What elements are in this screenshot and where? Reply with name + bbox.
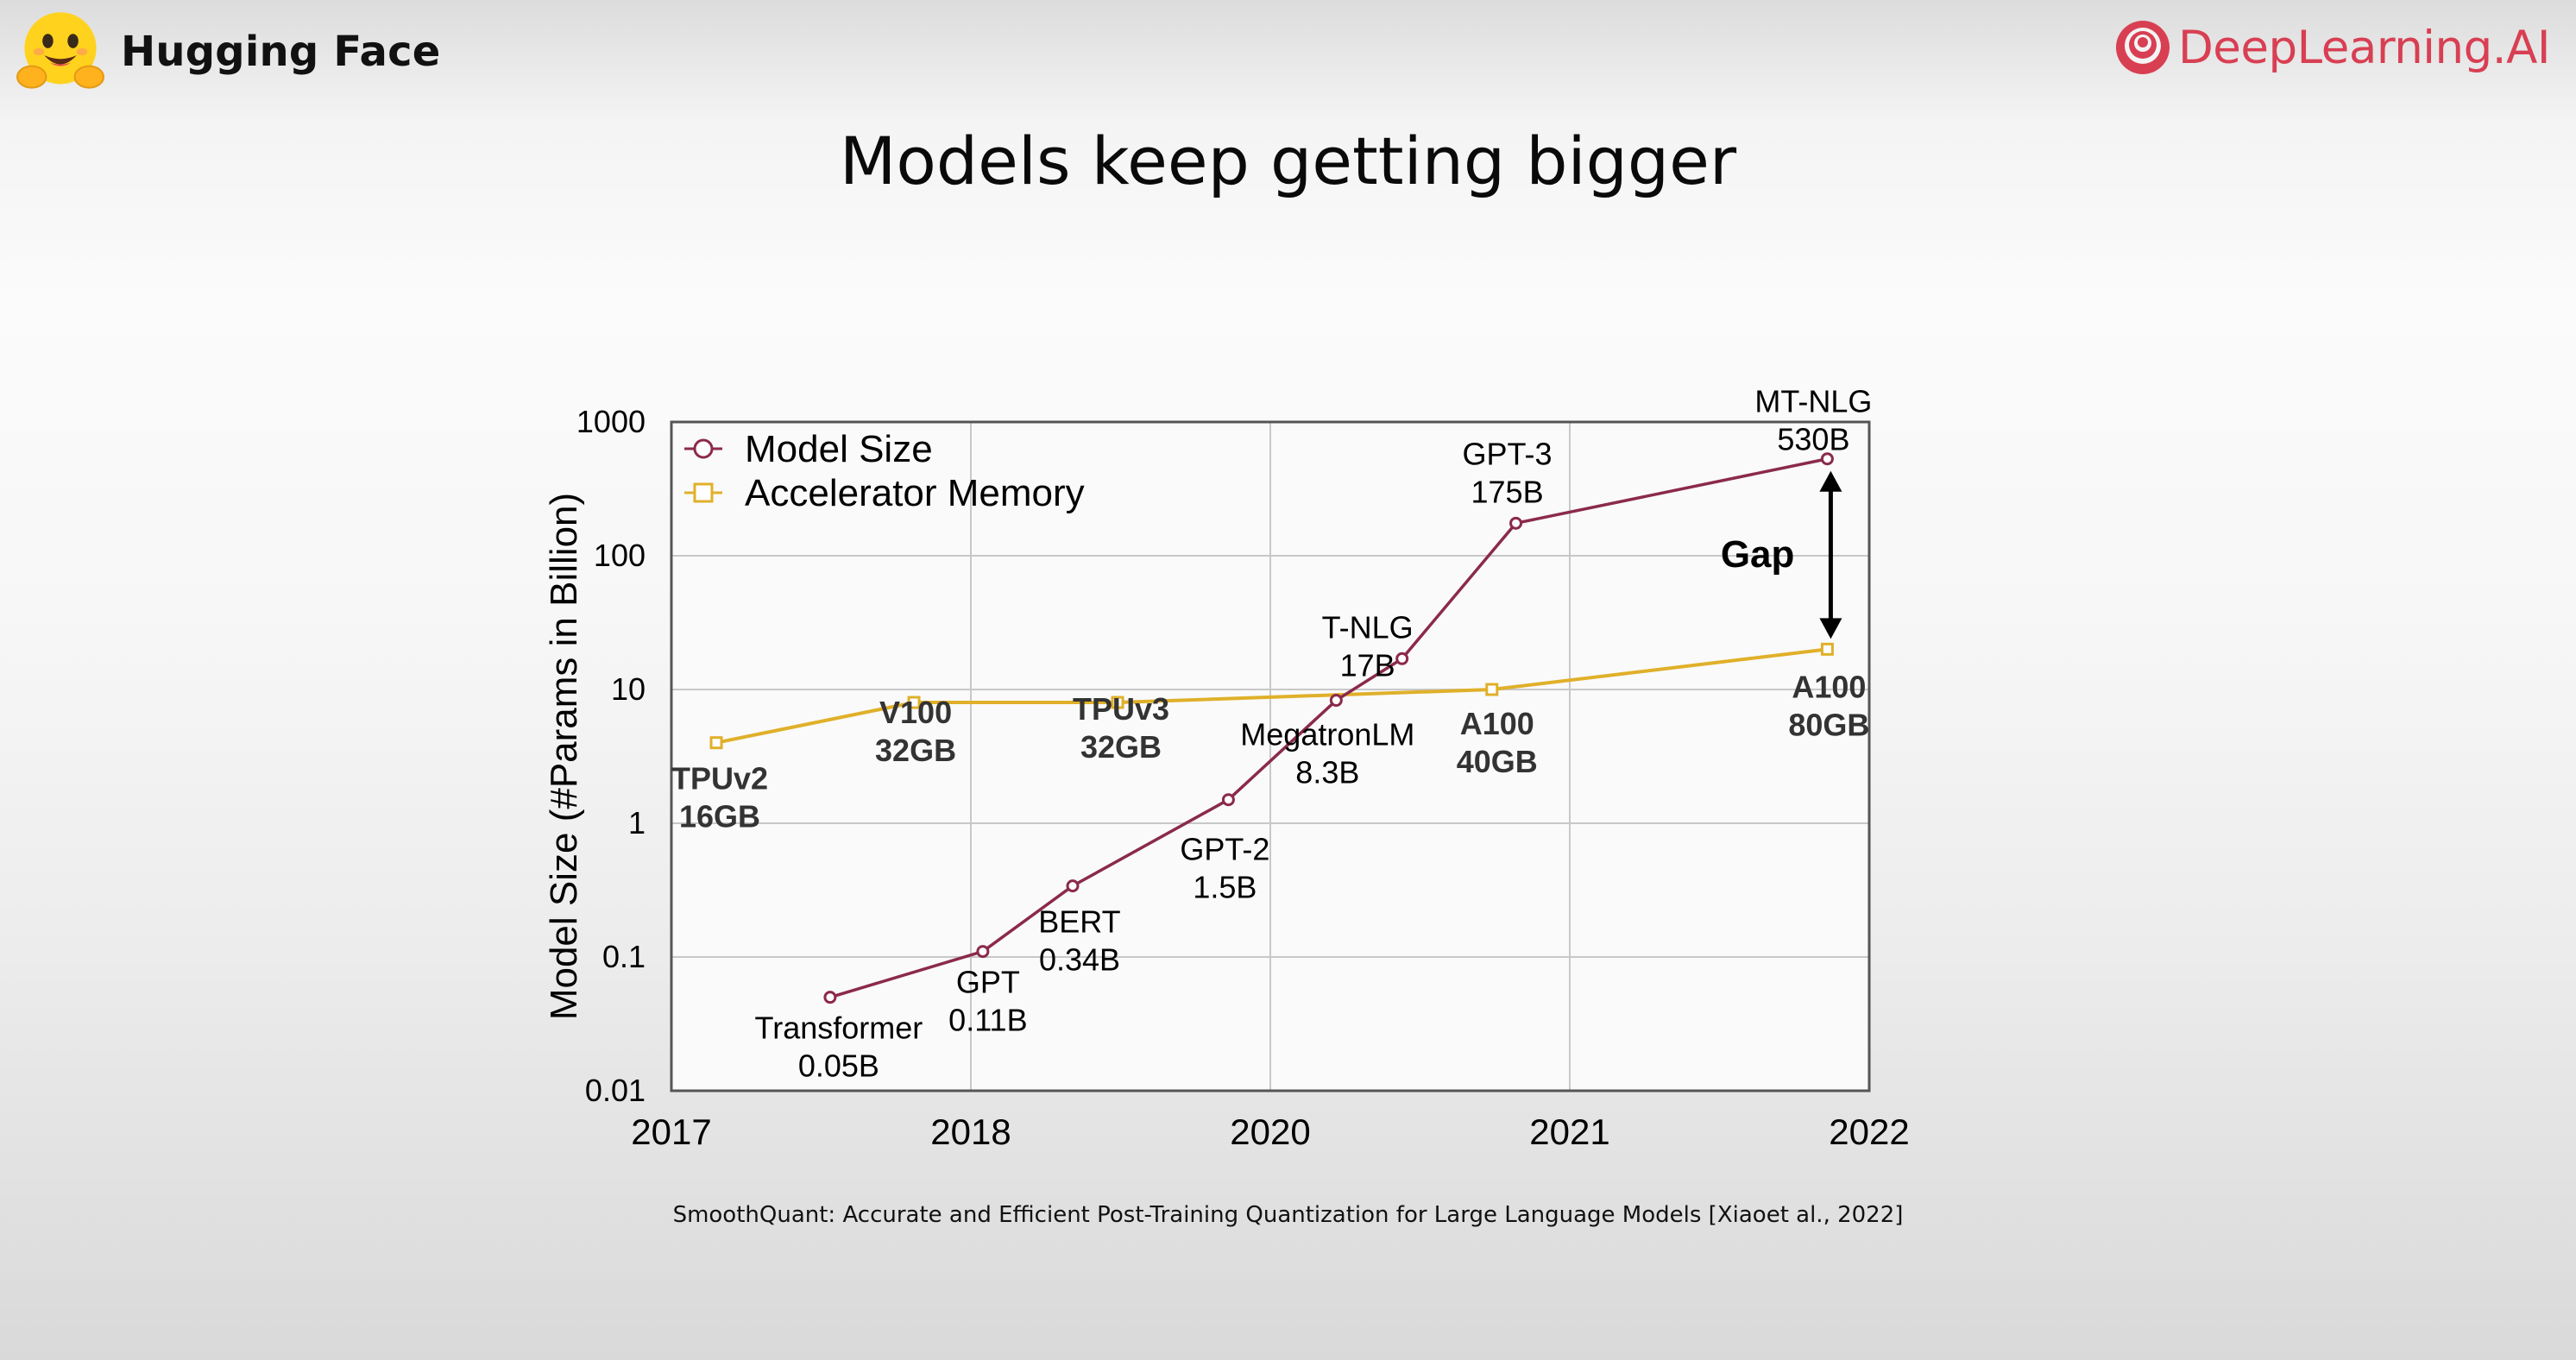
accelerator-memory-data-label: A100 xyxy=(1460,706,1534,741)
hugging-face-emoji-icon xyxy=(16,12,104,89)
deeplearning-ai-icon xyxy=(2116,21,2170,74)
model-size-data-label: 1.5B xyxy=(1193,870,1257,905)
accelerator-memory-data-label: 80GB xyxy=(1788,707,1869,742)
deeplearning-ai-logo-text: DeepLearning.AI xyxy=(2178,21,2551,74)
accelerator-memory-data-label: TPUv2 xyxy=(671,761,768,796)
model-size-data-label: GPT xyxy=(956,965,1020,1000)
chart-series xyxy=(709,452,1834,1004)
x-tick-label: 2021 xyxy=(1529,1111,1609,1152)
accelerator-memory-data-label: 16GB xyxy=(679,799,760,834)
y-tick-label: 0.01 xyxy=(585,1073,646,1108)
accelerator-memory-data-label: TPUv3 xyxy=(1073,691,1169,727)
legend-model-size-marker xyxy=(693,438,714,459)
model-size-data-label: MT-NLG xyxy=(1754,384,1872,419)
gap-annotation: Gap xyxy=(1721,470,1842,639)
accelerator-memory-point xyxy=(1485,683,1499,696)
model-size-data-label: 17B xyxy=(1340,647,1395,683)
citation-text: SmoothQuant: Accurate and Efficient Post… xyxy=(672,1202,1904,1228)
y-tick-label: 1 xyxy=(628,805,646,841)
model-size-point xyxy=(1509,516,1523,530)
hugging-face-logo: Hugging Face xyxy=(16,9,441,95)
model-size-point xyxy=(1221,793,1235,807)
model-size-point xyxy=(1395,652,1409,665)
y-tick-label: 100 xyxy=(594,538,646,573)
plot-frame xyxy=(670,420,1871,1092)
legend-accelerator-memory-label: Accelerator Memory xyxy=(745,472,1085,514)
gap-arrow-head-up xyxy=(1819,470,1842,492)
accelerator-memory-point xyxy=(1111,696,1124,709)
gap-arrow-head-down xyxy=(1819,618,1842,639)
accelerator-memory-data-label: 32GB xyxy=(875,733,956,768)
legend-model-size-label: Model Size xyxy=(745,428,933,470)
model-size-data-label: GPT-2 xyxy=(1180,832,1269,867)
model-size-line xyxy=(829,457,1828,999)
legend-accelerator-memory-marker xyxy=(693,482,714,503)
hugging-face-logo-text: Hugging Face xyxy=(121,28,441,76)
model-size-data-label: T-NLG xyxy=(1322,609,1414,645)
y-tick-label: 10 xyxy=(611,671,646,707)
chart-grid xyxy=(671,421,1870,1092)
model-size-data-label: 0.34B xyxy=(1039,942,1120,978)
accelerator-memory-data-label: V100 xyxy=(879,695,952,730)
x-tick-label: 2018 xyxy=(930,1111,1011,1152)
x-tick-label: 2017 xyxy=(631,1111,711,1152)
deeplearning-ai-logo: DeepLearning.AI xyxy=(2114,19,2551,76)
model-size-data-label: MegatronLM xyxy=(1240,717,1414,752)
accelerator-memory-point xyxy=(709,736,723,750)
accelerator-memory-data-label: 40GB xyxy=(1457,744,1538,779)
model-size-data-label: 0.05B xyxy=(798,1048,879,1084)
model-size-data-label: Transformer xyxy=(755,1011,923,1046)
model-size-data-label: BERT xyxy=(1038,904,1120,940)
model-size-data-label: 0.11B xyxy=(948,1003,1027,1038)
model-size-point xyxy=(976,945,990,959)
x-tick-label: 2022 xyxy=(1829,1111,1909,1152)
accelerator-memory-data-label: A100 xyxy=(1792,669,1866,704)
accelerator-memory-point xyxy=(907,696,921,709)
model-size-point xyxy=(1066,879,1080,893)
model-size-point xyxy=(1329,694,1343,708)
model-size-data-label: GPT-3 xyxy=(1463,436,1553,471)
model-size-data-label: 530B xyxy=(1777,422,1849,457)
model-size-data-label: 8.3B xyxy=(1295,755,1359,790)
model-size-point xyxy=(823,991,837,1004)
y-axis-label: Model Size (#Params in Billion) xyxy=(543,493,585,1020)
y-tick-label: 1000 xyxy=(576,404,646,439)
model-size-data-label: 175B xyxy=(1471,474,1544,509)
model-size-point xyxy=(1820,452,1834,466)
y-tick-label: 0.1 xyxy=(602,939,646,974)
gap-label: Gap xyxy=(1721,533,1795,576)
accelerator-memory-point xyxy=(1820,642,1834,656)
accelerator-memory-data-label: 32GB xyxy=(1080,729,1162,765)
slide-title: Models keep getting bigger xyxy=(839,123,1737,199)
x-tick-label: 2020 xyxy=(1230,1111,1310,1152)
